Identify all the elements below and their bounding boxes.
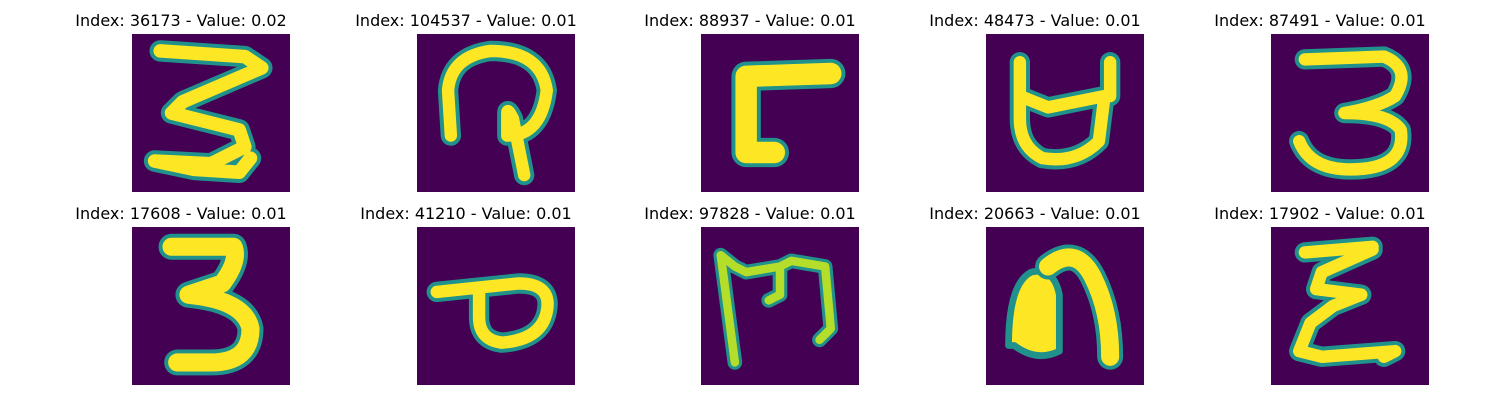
glyph-image bbox=[986, 227, 1144, 385]
sample-panel-7: Index: 41210 - Value: 0.01 bbox=[316, 193, 616, 385]
glyph-image bbox=[1271, 34, 1429, 192]
glyph-image bbox=[417, 227, 575, 385]
sample-panel-8: Index: 97828 - Value: 0.01 bbox=[600, 193, 900, 385]
panel-title: Index: 104537 - Value: 0.01 bbox=[355, 11, 577, 30]
panel-title: Index: 17608 - Value: 0.01 bbox=[75, 204, 287, 223]
glyph-image bbox=[132, 34, 290, 192]
glyph-image bbox=[701, 227, 859, 385]
glyph-z-like-icon bbox=[132, 34, 290, 192]
glyph-m-like-icon bbox=[701, 227, 859, 385]
glyph-three-icon bbox=[1271, 34, 1429, 192]
panel-title: Index: 88937 - Value: 0.01 bbox=[644, 11, 856, 30]
glyph-image bbox=[986, 34, 1144, 192]
sample-panel-6: Index: 17608 - Value: 0.01 bbox=[31, 193, 331, 385]
panel-title: Index: 41210 - Value: 0.01 bbox=[360, 204, 572, 223]
sample-panel-10: Index: 17902 - Value: 0.01 bbox=[1170, 193, 1470, 385]
glyph-cup-icon bbox=[986, 34, 1144, 192]
panel-title: Index: 48473 - Value: 0.01 bbox=[929, 11, 1141, 30]
panel-title: Index: 97828 - Value: 0.01 bbox=[644, 204, 856, 223]
glyph-three-icon bbox=[132, 227, 290, 385]
glyph-corner-icon bbox=[701, 34, 859, 192]
sample-panel-5: Index: 87491 - Value: 0.01 bbox=[1170, 0, 1470, 192]
sample-panel-1: Index: 36173 - Value: 0.02 bbox=[31, 0, 331, 192]
sample-panel-3: Index: 88937 - Value: 0.01 bbox=[600, 0, 900, 192]
glyph-loop-hook-icon bbox=[417, 34, 575, 192]
glyph-epsilon-icon bbox=[1271, 227, 1429, 385]
sample-panel-4: Index: 48473 - Value: 0.01 bbox=[885, 0, 1185, 192]
glyph-image bbox=[701, 34, 859, 192]
sample-panel-9: Index: 20663 - Value: 0.01 bbox=[885, 193, 1185, 385]
glyph-image bbox=[1271, 227, 1429, 385]
glyph-p-like-icon bbox=[417, 227, 575, 385]
panel-title: Index: 20663 - Value: 0.01 bbox=[929, 204, 1141, 223]
glyph-image bbox=[417, 34, 575, 192]
glyph-n-like-icon bbox=[986, 227, 1144, 385]
panel-title: Index: 17902 - Value: 0.01 bbox=[1214, 204, 1426, 223]
glyph-image bbox=[132, 227, 290, 385]
panel-title: Index: 87491 - Value: 0.01 bbox=[1214, 11, 1426, 30]
sample-panel-2: Index: 104537 - Value: 0.01 bbox=[316, 0, 616, 192]
panel-title: Index: 36173 - Value: 0.02 bbox=[75, 11, 287, 30]
